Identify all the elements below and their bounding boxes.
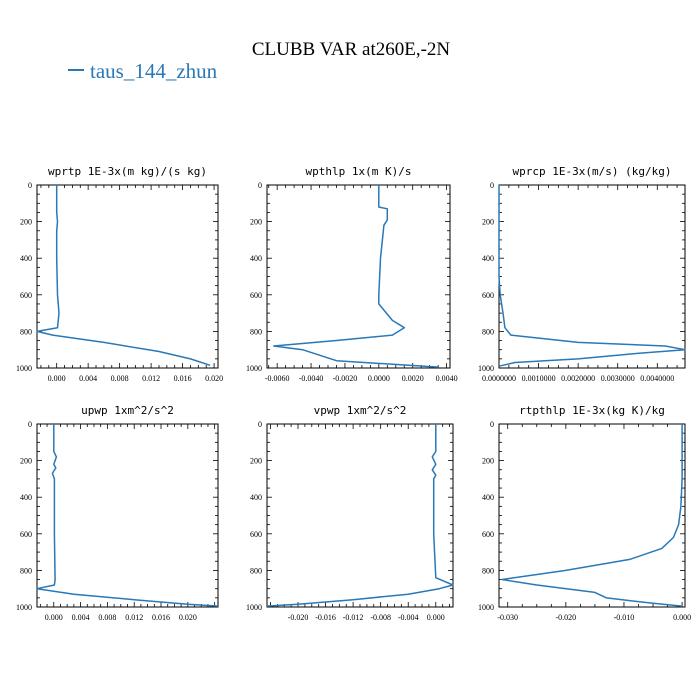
figure-title: CLUBB VAR at260E,-2N xyxy=(252,39,451,60)
y-tick-label: 1000 xyxy=(478,603,494,612)
x-tick-label: 0.016 xyxy=(152,613,170,622)
y-tick-label: 600 xyxy=(482,291,494,300)
x-tick-label: 0.004 xyxy=(79,374,97,383)
x-tick-label: -0.0020 xyxy=(333,374,358,383)
panel-title: upwp 1xm^2/s^2 xyxy=(81,404,174,417)
series-line xyxy=(266,424,454,607)
x-tick-label: 0.0030000 xyxy=(601,374,635,383)
x-tick-label: 0.016 xyxy=(174,374,192,383)
x-tick-label: 0.000 xyxy=(673,613,691,622)
y-tick-label: 1000 xyxy=(16,364,32,373)
panel-3: wprcp 1E-3x(m/s) (kg/kg) 0 200 400 600 800 100… xyxy=(478,165,686,383)
panel-4: upwp 1xm^2/s^2 0 200 400 600 800 1000 0.000 0.00… xyxy=(16,404,219,622)
panel-2: wpthlp 1x(m K)/s 0 200 400 600 800 1000-0.0060… xyxy=(246,165,458,383)
panel-title: wprcp 1E-3x(m/s) (kg/kg) xyxy=(513,165,672,178)
panel-title: vpwp 1xm^2/s^2 xyxy=(314,404,407,417)
y-tick-label: 600 xyxy=(482,530,494,539)
legend-label: taus_144_zhun xyxy=(90,59,218,83)
legend: taus_144_zhun xyxy=(68,59,218,83)
x-tick-label: 0.008 xyxy=(98,613,116,622)
x-tick-label: 0.0010000 xyxy=(522,374,556,383)
y-tick-label: 200 xyxy=(20,218,32,227)
x-tick-label: -0.030 xyxy=(497,613,518,622)
x-tick-label: -0.0060 xyxy=(265,374,290,383)
x-tick-label: -0.020 xyxy=(556,613,577,622)
y-tick-label: 0 xyxy=(28,420,32,429)
y-tick-label: 400 xyxy=(20,493,32,502)
y-tick-label: 400 xyxy=(482,493,494,502)
plot-frame xyxy=(266,423,454,608)
x-tick-label: 0.0020000 xyxy=(561,374,595,383)
y-tick-label: 0 xyxy=(258,420,262,429)
y-tick-label: 200 xyxy=(250,218,262,227)
plot-frame xyxy=(498,184,686,369)
y-tick-label: 0 xyxy=(258,181,262,190)
series-line xyxy=(498,185,686,367)
series-line xyxy=(36,185,211,367)
series-line xyxy=(36,424,219,607)
panel-6: rtpthlp 1E-3x(kg K)/kg02004006008001000-… xyxy=(478,404,691,622)
x-tick-label: 0.0020 xyxy=(402,374,424,383)
y-tick-label: 800 xyxy=(250,327,262,336)
y-tick-label: 800 xyxy=(482,327,494,336)
x-tick-label: 0.020 xyxy=(205,374,223,383)
panel-title: wprtp 1E-3x(m kg)/(s kg) xyxy=(48,165,207,178)
x-tick-label: -0.008 xyxy=(370,613,391,622)
x-tick-label: 0.000 xyxy=(427,613,445,622)
x-tick-label: -0.020 xyxy=(288,613,309,622)
y-tick-label: 400 xyxy=(482,254,494,263)
x-tick-label: 0.0000 xyxy=(368,374,390,383)
panel-1: wprtp 1E-3x(m kg)/(s kg) 0 200 400 600 800 100… xyxy=(16,165,223,383)
y-tick-label: 1000 xyxy=(16,603,32,612)
x-tick-label: -0.0040 xyxy=(299,374,324,383)
y-tick-label: 800 xyxy=(20,566,32,575)
x-tick-label: 0.012 xyxy=(142,374,160,383)
series-line xyxy=(501,424,683,607)
x-tick-label: -0.004 xyxy=(398,613,419,622)
y-tick-label: 0 xyxy=(490,181,494,190)
x-tick-label: -0.010 xyxy=(614,613,635,622)
y-tick-label: 1000 xyxy=(246,364,262,373)
y-tick-label: 800 xyxy=(20,327,32,336)
plot-frame xyxy=(498,423,686,608)
y-tick-label: 200 xyxy=(250,457,262,466)
plot-frame xyxy=(36,184,219,369)
x-tick-label: 0.0000000 xyxy=(482,374,516,383)
x-tick-label: 0.000 xyxy=(45,613,63,622)
panels: wprtp 1E-3x(m kg)/(s kg) 0 200 400 600 800 100… xyxy=(16,165,691,622)
y-tick-label: 200 xyxy=(482,218,494,227)
x-tick-label: 0.000 xyxy=(48,374,66,383)
x-tick-label: -0.016 xyxy=(315,613,336,622)
y-tick-label: 800 xyxy=(250,566,262,575)
y-tick-label: 400 xyxy=(20,254,32,263)
y-tick-label: 200 xyxy=(482,457,494,466)
x-tick-label: 0.004 xyxy=(72,613,90,622)
x-tick-label: -0.012 xyxy=(343,613,364,622)
y-tick-label: 0 xyxy=(490,420,494,429)
y-tick-label: 1000 xyxy=(246,603,262,612)
panel-title: rtpthlp 1E-3x(kg K)/kg xyxy=(519,404,665,417)
y-tick-label: 0 xyxy=(28,181,32,190)
x-tick-label: 0.020 xyxy=(179,613,197,622)
x-tick-label: 0.008 xyxy=(111,374,129,383)
y-tick-label: 600 xyxy=(20,530,32,539)
y-tick-label: 1000 xyxy=(478,364,494,373)
series-line xyxy=(273,185,439,368)
x-tick-label: 0.0040000 xyxy=(640,374,674,383)
plot-frame xyxy=(36,423,219,608)
y-tick-label: 600 xyxy=(20,291,32,300)
y-tick-label: 400 xyxy=(250,254,262,263)
panel-title: wpthlp 1x(m K)/s xyxy=(306,165,412,178)
y-tick-label: 600 xyxy=(250,291,262,300)
y-tick-label: 600 xyxy=(250,530,262,539)
y-tick-label: 800 xyxy=(482,566,494,575)
panel-5: vpwp 1xm^2/s^2 0 200 400 600 800 1000 -0.020 -0.… xyxy=(246,404,454,622)
y-tick-label: 400 xyxy=(250,493,262,502)
x-tick-label: 0.0040 xyxy=(436,374,458,383)
x-tick-label: 0.012 xyxy=(125,613,143,622)
plot-frame xyxy=(266,184,451,369)
y-tick-label: 200 xyxy=(20,457,32,466)
